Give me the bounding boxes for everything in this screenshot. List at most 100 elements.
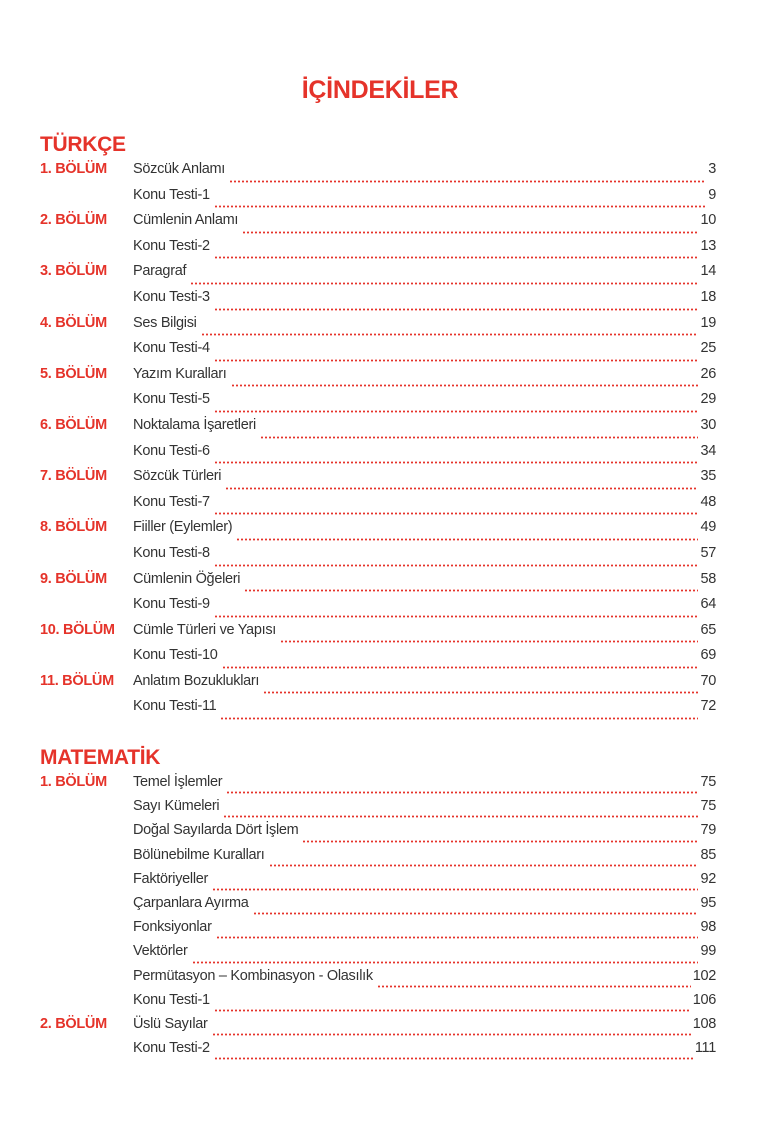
- page-number: 3: [708, 161, 716, 177]
- toc-entries: 1. BÖLÜM Temel İşlemler 75 Sayı Kümeleri 75 D…: [40, 774, 716, 1064]
- dot-leader: [263, 691, 699, 695]
- toc-entry[interactable]: 7. BÖLÜM Sözcük Türleri 35: [40, 468, 716, 494]
- topic-title: Konu Testi-1: [133, 991, 210, 1008]
- topic-title: Konu Testi-3: [133, 288, 210, 305]
- page-title: İÇİNDEKİLER: [301, 76, 459, 104]
- dot-leader: [213, 563, 699, 567]
- toc-entry[interactable]: 10. BÖLÜM Cümle Türleri ve Yapısı 65: [40, 622, 716, 648]
- page-number: 13: [700, 237, 716, 254]
- dot-leader: [225, 486, 699, 490]
- toc-entry[interactable]: Konu Testi-8 57: [40, 545, 716, 571]
- dot-leader: [268, 863, 699, 867]
- toc-entry[interactable]: Konu Testi-1 9: [40, 187, 716, 213]
- page-number: 75: [700, 798, 716, 815]
- section-matematik: MATEMATİK 1. BÖLÜM Temel İşlemler 75 Sayı K…: [40, 746, 716, 1064]
- toc-entry[interactable]: Konu Testi-3 18: [40, 289, 716, 315]
- dot-leader: [280, 640, 699, 644]
- dot-leader: [221, 665, 699, 669]
- topic-title: Konu Testi-11: [133, 698, 217, 715]
- topic-title: Anlatım Bozuklukları: [133, 672, 260, 689]
- page-number: 58: [700, 570, 716, 587]
- toc-entry[interactable]: Faktöriyeller 92: [40, 871, 716, 895]
- toc-entry[interactable]: Konu Testi-10 69: [40, 647, 716, 673]
- dot-leader: [223, 815, 699, 819]
- page-number: 70: [700, 672, 716, 689]
- topic-title: Konu Testi-6: [133, 442, 210, 459]
- dot-leader: [376, 984, 691, 988]
- topic-title: Ses Bilgisi: [133, 314, 197, 331]
- toc-entry[interactable]: Permütasyon – Kombinasyon - Olasılık 102: [40, 968, 716, 992]
- dot-leader: [220, 717, 699, 721]
- toc-entry[interactable]: 4. BÖLÜM Ses Bilgisi 19: [40, 315, 716, 341]
- toc-entry[interactable]: Vektörler 99: [40, 943, 716, 967]
- toc-entry[interactable]: 1. BÖLÜM Sözcük Anlamı 3: [40, 161, 716, 187]
- dot-leader: [213, 256, 699, 260]
- topic-title: Konu Testi-2: [133, 1040, 210, 1057]
- dot-leader: [213, 614, 699, 618]
- toc-entry[interactable]: Konu Testi-6 34: [40, 443, 716, 469]
- toc-entry[interactable]: Konu Testi-2 13: [40, 238, 716, 264]
- topic-title: Fiiller (Eylemler): [133, 519, 233, 536]
- topic-title: Konu Testi-5: [133, 391, 210, 408]
- page-number: 26: [700, 365, 716, 382]
- topic-title: Konu Testi-1: [133, 186, 210, 203]
- unit-label: 1. BÖLÜM: [40, 161, 107, 177]
- dot-leader: [213, 512, 699, 516]
- page-number: 30: [700, 416, 716, 433]
- toc-entry[interactable]: Konu Testi-7 48: [40, 494, 716, 520]
- topic-title: Konu Testi-4: [133, 340, 210, 357]
- toc-entry[interactable]: Konu Testi-5 29: [40, 391, 716, 417]
- toc-entry[interactable]: Bölünebilme Kuralları 85: [40, 847, 716, 871]
- dot-leader: [229, 179, 707, 183]
- toc-entry[interactable]: 3. BÖLÜM Paragraf 14: [40, 263, 716, 289]
- page-number: 75: [700, 774, 716, 790]
- page-number: 29: [700, 391, 716, 408]
- topic-title: Temel İşlemler: [133, 774, 223, 790]
- section-heading: TÜRKÇE: [40, 133, 126, 156]
- page-number: 92: [700, 870, 716, 887]
- topic-title: Doğal Sayılarda Dört İşlem: [133, 822, 299, 839]
- page-number: 65: [700, 621, 716, 638]
- dot-leader: [213, 461, 699, 465]
- toc-entry[interactable]: Konu Testi-4 25: [40, 340, 716, 366]
- toc-entry[interactable]: Konu Testi-2 111: [40, 1040, 716, 1064]
- topic-title: Konu Testi-10: [133, 647, 218, 664]
- dot-leader: [211, 1033, 691, 1037]
- section-heading: MATEMATİK: [40, 746, 161, 769]
- page-number: 95: [700, 894, 716, 911]
- topic-title: Vektörler: [133, 943, 188, 960]
- page-number: 34: [700, 442, 716, 459]
- toc-entry[interactable]: Çarpanlara Ayırma 95: [40, 895, 716, 919]
- toc-entry[interactable]: Konu Testi-1 106: [40, 992, 716, 1016]
- unit-label: 2. BÖLÜM: [40, 212, 107, 229]
- topic-title: Bölünebilme Kuralları: [133, 846, 265, 863]
- toc-entry[interactable]: Konu Testi-9 64: [40, 596, 716, 622]
- toc-entry[interactable]: 9. BÖLÜM Cümlenin Öğeleri 58: [40, 571, 716, 597]
- toc-entry[interactable]: 1. BÖLÜM Temel İşlemler 75: [40, 774, 716, 798]
- dot-leader: [236, 537, 699, 541]
- toc-entry[interactable]: 8. BÖLÜM Fiiller (Eylemler) 49: [40, 519, 716, 545]
- dot-leader: [226, 791, 699, 795]
- page-number: 106: [692, 991, 717, 1008]
- page-number: 19: [700, 314, 716, 331]
- toc-entry[interactable]: 6. BÖLÜM Noktalama İşaretleri 30: [40, 417, 716, 443]
- toc-entry[interactable]: Doğal Sayılarda Dört İşlem 79: [40, 822, 716, 846]
- page-number: 48: [700, 493, 716, 510]
- toc-entry[interactable]: 2. BÖLÜM Üslü Sayılar 108: [40, 1016, 716, 1040]
- dot-leader: [252, 912, 699, 916]
- page-number: 99: [700, 943, 716, 960]
- topic-title: Sayı Kümeleri: [133, 798, 220, 815]
- topic-title: Çarpanlara Ayırma: [133, 894, 249, 911]
- topic-title: Konu Testi-7: [133, 493, 210, 510]
- section-turkce: TÜRKÇE 1. BÖLÜM Sözcük Anlamı 3 Konu Testi-…: [40, 133, 716, 724]
- toc-entry[interactable]: 2. BÖLÜM Cümlenin Anlamı 10: [40, 212, 716, 238]
- topic-title: Faktöriyeller: [133, 870, 209, 887]
- toc-entry[interactable]: Fonksiyonlar 98: [40, 919, 716, 943]
- toc-entry[interactable]: 5. BÖLÜM Yazım Kuralları 26: [40, 366, 716, 392]
- toc-entry[interactable]: Konu Testi-11 72: [40, 698, 716, 724]
- toc-entry[interactable]: Sayı Kümeleri 75: [40, 798, 716, 822]
- dot-leader: [213, 358, 699, 362]
- dot-leader: [230, 384, 699, 388]
- toc-entry[interactable]: 11. BÖLÜM Anlatım Bozuklukları 70: [40, 673, 716, 699]
- page-number: 18: [700, 288, 716, 305]
